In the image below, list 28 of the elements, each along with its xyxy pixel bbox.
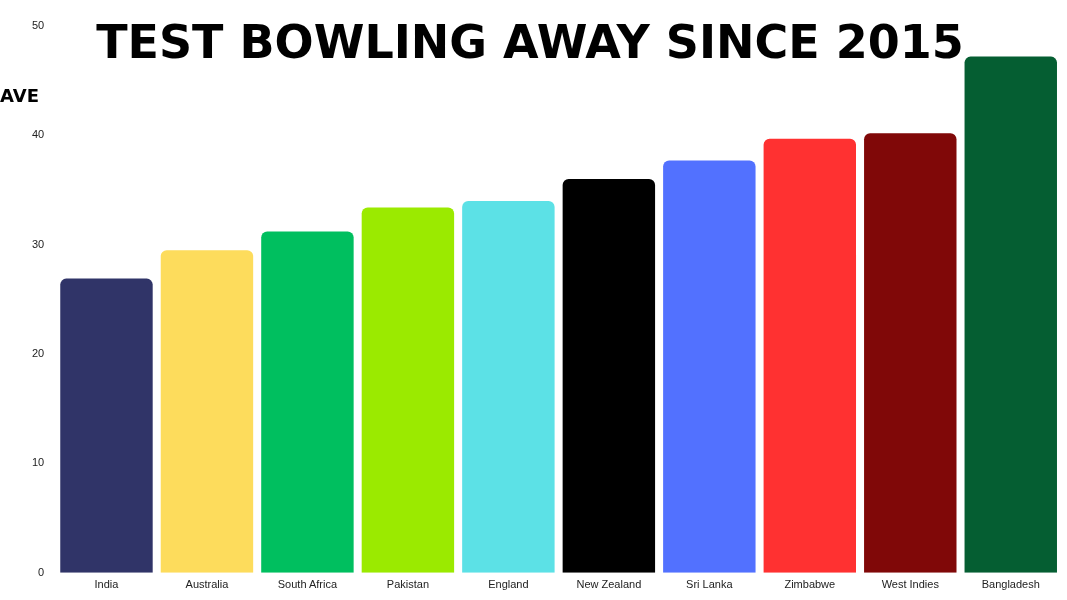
x-tick-label: West Indies [881,578,940,591]
bar [562,179,656,573]
bar [462,200,555,573]
chart-title: TEST BOWLING AWAY SINCE 2015 [96,14,964,69]
y-tick-label: 50 [31,19,45,32]
y-tick-label: 40 [31,128,45,141]
bar [864,133,957,573]
bar [663,160,756,573]
x-tick-label: New Zealand [576,578,642,591]
bar [763,138,857,573]
y-tick-label: 20 [31,347,45,360]
x-tick-label: England [488,578,529,591]
x-tick-label: Bangladesh [981,578,1040,591]
x-tick-label: Sri Lanka [686,578,734,591]
x-tick-label: India [94,578,120,591]
x-tick-label: Pakistan [386,578,429,591]
y-tick-label: 30 [31,237,45,250]
y-tick-label: 0 [38,565,45,578]
bar [964,56,1057,573]
bar [160,250,254,573]
bar [261,231,354,573]
bar [60,278,153,573]
x-tick-label: Australia [185,578,230,591]
bar [361,207,455,573]
x-tick-label: Zimbabwe [784,578,836,591]
x-tick-label: South Africa [277,578,338,591]
y-tick-label: 10 [31,456,45,469]
y-axis-title: AVE [0,84,39,106]
